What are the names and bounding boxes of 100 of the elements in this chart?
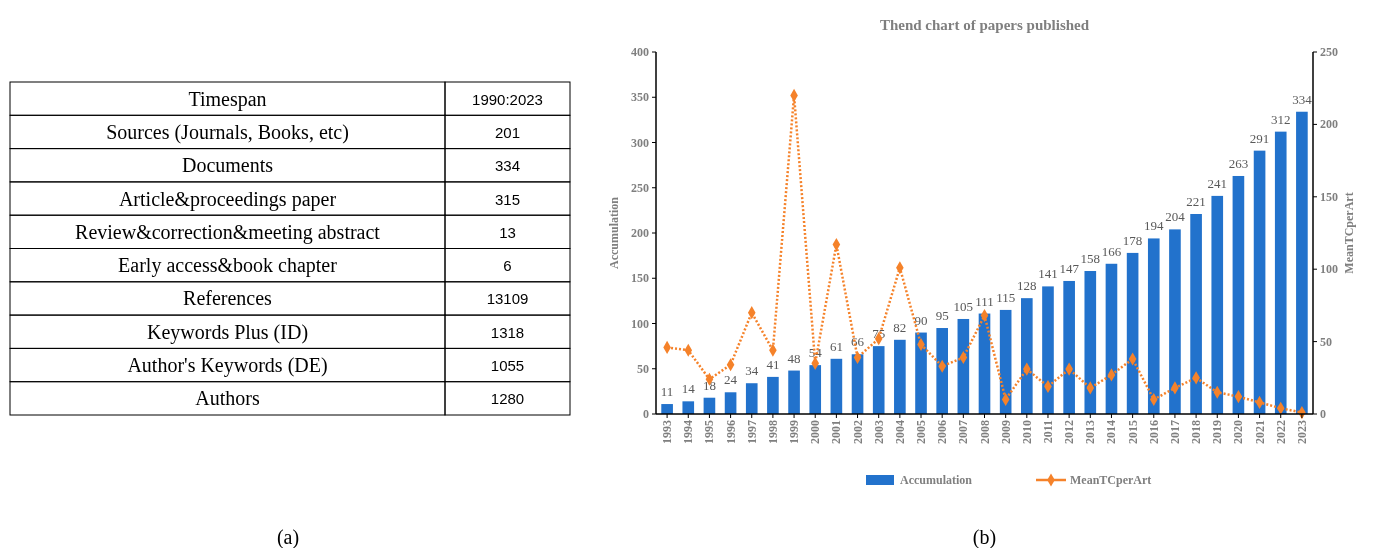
data-label: 128 xyxy=(1017,278,1037,294)
bar xyxy=(936,328,948,414)
category-label: Author's Keywords (DE) xyxy=(127,354,328,378)
data-label: 141 xyxy=(1038,266,1058,282)
y2-tick-label: 50 xyxy=(1320,334,1332,349)
y-tick-label: 150 xyxy=(631,271,649,286)
category-label: Keywords Plus (ID) xyxy=(146,320,309,344)
data-label: 312 xyxy=(1270,111,1291,127)
category-label: Article&proceedings paper xyxy=(118,187,337,211)
x-tick-label: 1996 xyxy=(723,420,738,444)
bar xyxy=(1274,131,1287,414)
category-label: Review&correction&meeting abstract xyxy=(75,220,381,244)
bar xyxy=(957,318,970,414)
x-tick-label: 2023 xyxy=(1294,420,1309,444)
bar xyxy=(1296,111,1308,414)
data-label: 18 xyxy=(702,377,716,393)
text: (b) xyxy=(972,526,997,549)
legend-label: MeanTCperArt xyxy=(1070,473,1152,487)
x-tick-label: 1995 xyxy=(702,420,717,444)
x-tick-label: 1999 xyxy=(787,420,802,444)
y-tick-label: 50 xyxy=(637,361,649,376)
y2-tick-label: 100 xyxy=(1320,262,1338,277)
bar xyxy=(1084,271,1097,414)
x-tick-label: 1994 xyxy=(681,420,696,444)
bar xyxy=(661,404,673,414)
bar xyxy=(894,339,906,414)
chart-title: Thend chart of papers published xyxy=(879,17,1090,33)
x-tick-label: 2001 xyxy=(829,420,844,444)
bar xyxy=(1253,150,1266,414)
category-label: Early access&book chapter xyxy=(118,254,338,278)
x-tick-label: 2008 xyxy=(977,420,992,444)
x-tick-label: 2002 xyxy=(850,420,865,444)
data-label: 90 xyxy=(914,312,928,328)
y-tick-label: 100 xyxy=(631,316,649,331)
x-tick-label: 2014 xyxy=(1104,420,1119,444)
text: 1280 xyxy=(490,390,525,408)
data-label: 334 xyxy=(1292,91,1313,107)
bar xyxy=(1169,229,1181,414)
x-tick-label: 2015 xyxy=(1125,420,1140,444)
bar xyxy=(809,365,822,414)
text: 13109 xyxy=(486,290,529,308)
x-tick-label: 2022 xyxy=(1273,420,1288,444)
bar xyxy=(1063,280,1075,414)
data-label: 11 xyxy=(660,384,674,400)
bar xyxy=(872,346,885,414)
x-tick-label: 2018 xyxy=(1189,420,1204,444)
text: 1318 xyxy=(490,323,525,341)
data-label: 158 xyxy=(1080,251,1101,267)
x-tick-label: 2000 xyxy=(808,420,823,444)
category-label: Authors xyxy=(195,387,260,410)
bar xyxy=(1232,175,1245,414)
bar xyxy=(1126,252,1139,414)
x-tick-label: 2010 xyxy=(1019,420,1034,444)
data-label: 54 xyxy=(808,345,823,361)
bar xyxy=(1042,286,1054,414)
x-tick-label: 2009 xyxy=(998,420,1013,444)
data-label: 105 xyxy=(953,298,974,314)
bar xyxy=(1190,214,1202,414)
text: 6 xyxy=(503,257,512,275)
bar xyxy=(999,309,1012,414)
data-label: 263 xyxy=(1228,155,1249,171)
y-tick-label: 300 xyxy=(631,135,649,150)
x-tick-label: 2003 xyxy=(871,420,886,444)
data-label: 166 xyxy=(1101,243,1122,259)
x-tick-label: 2004 xyxy=(892,420,907,444)
bar xyxy=(788,370,800,414)
y2-tick-label: 150 xyxy=(1320,189,1338,204)
x-tick-label: 2019 xyxy=(1210,420,1225,444)
y2-axis-title: MeanTCperArt xyxy=(1342,192,1356,274)
x-tick-label: 2017 xyxy=(1167,420,1182,444)
data-label: 115 xyxy=(996,289,1016,305)
bar xyxy=(1147,238,1160,414)
bar xyxy=(1105,263,1118,414)
data-label: 24 xyxy=(724,372,738,388)
x-tick-label: 1997 xyxy=(744,420,759,444)
legend-label: Accumulation xyxy=(900,473,973,487)
text: 315 xyxy=(494,190,521,208)
data-label: 221 xyxy=(1186,193,1206,209)
x-tick-label: 2021 xyxy=(1252,420,1267,444)
data-label: 291 xyxy=(1249,130,1270,146)
data-label: 111 xyxy=(975,293,994,309)
bar xyxy=(915,332,927,414)
y2-tick-label: 250 xyxy=(1320,45,1338,59)
data-label: 178 xyxy=(1122,232,1143,248)
y2-tick-label: 200 xyxy=(1320,117,1338,132)
x-tick-label: 2006 xyxy=(935,420,950,444)
x-tick-label: 2007 xyxy=(956,420,971,444)
bar xyxy=(1211,195,1224,414)
data-label: 95 xyxy=(935,308,949,324)
y-tick-label: 400 xyxy=(631,45,649,59)
category-label: Sources (Journals, Books, etc) xyxy=(106,120,349,144)
text: 334 xyxy=(494,157,521,175)
category-label: References xyxy=(183,287,273,310)
data-label: 194 xyxy=(1144,218,1165,234)
data-label: 147 xyxy=(1059,260,1080,276)
data-label: 14 xyxy=(681,381,696,397)
x-tick-label: 1998 xyxy=(765,420,780,444)
data-label: 48 xyxy=(787,350,801,366)
data-label: 34 xyxy=(745,363,759,379)
x-tick-label: 2020 xyxy=(1231,420,1246,444)
